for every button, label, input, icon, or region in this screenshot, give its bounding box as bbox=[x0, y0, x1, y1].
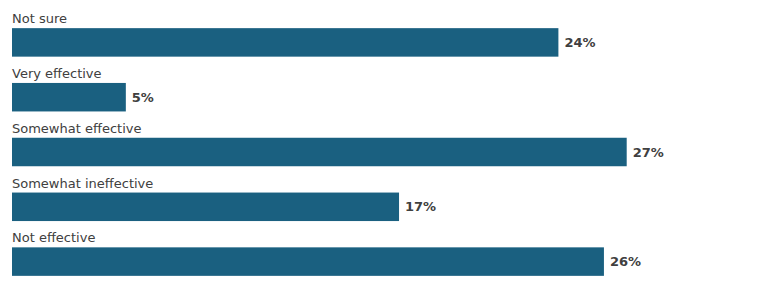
data-label: 24% bbox=[564, 35, 595, 50]
data-label: 27% bbox=[633, 145, 664, 160]
category-label: Somewhat effective bbox=[12, 121, 141, 136]
data-label: 17% bbox=[405, 199, 436, 214]
bar bbox=[12, 193, 399, 221]
bar bbox=[12, 28, 558, 56]
chart-svg: Not sure 24% Very effective 5% Somewhat effe… bbox=[0, 0, 765, 286]
data-label: 26% bbox=[610, 254, 641, 269]
bar bbox=[12, 247, 604, 275]
bar bbox=[12, 138, 627, 166]
category-label: Not effective bbox=[12, 230, 95, 245]
labels: Not sure 24% Very effective 5% Somewhat effe… bbox=[12, 11, 664, 269]
chart-container: Not sure 24% Very effective 5% Somewhat effe… bbox=[0, 0, 765, 286]
category-label: Somewhat ineffective bbox=[12, 176, 153, 191]
bar bbox=[12, 83, 126, 111]
category-label: Not sure bbox=[12, 11, 67, 26]
bars bbox=[12, 28, 627, 276]
data-label: 5% bbox=[132, 90, 154, 105]
category-label: Very effective bbox=[12, 66, 102, 81]
